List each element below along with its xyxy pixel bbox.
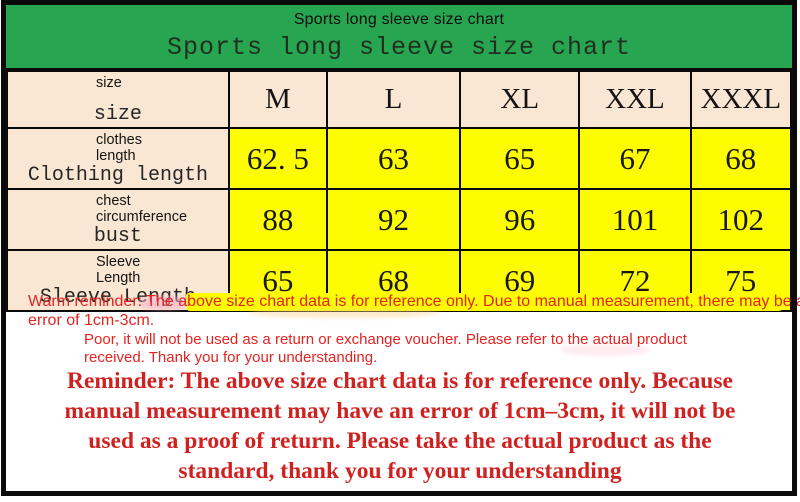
table-row-bust: chest circumference bust 88 92 96 101 10…: [6, 188, 793, 251]
voucher-note-line1: Poor, it will not be used as a return or…: [84, 331, 687, 348]
value-cell: 92: [325, 188, 462, 251]
size-label-large: size: [93, 103, 142, 126]
bold-reminder: Reminder: The above size chart data is f…: [0, 366, 800, 486]
size-col-m: M: [227, 70, 328, 129]
row-header-sleeve-length: Sleeve Length Sleeve Length: [6, 249, 230, 312]
sleeve-label-small: Sleeve Length: [9, 254, 227, 286]
bust-label-large: bust: [93, 225, 142, 248]
bust-label-small: chest circumference: [9, 193, 227, 225]
clothing-length-label-large: Clothing length: [27, 164, 208, 187]
warm-reminder-line2: error of 1cm-3cm.: [28, 312, 155, 329]
voucher-note-line2: received. Thank you for your understandi…: [84, 349, 378, 366]
row-header-bust: chest circumference bust: [6, 188, 230, 251]
watermark-blob: [250, 308, 440, 318]
bold-reminder-line4: standard, thank you for your understandi…: [178, 458, 622, 484]
size-table: size size M L XL XXL XXXL clothes length: [6, 70, 793, 312]
label-line: chest: [96, 193, 131, 209]
bold-reminder-line1: Reminder: The above size chart data is f…: [67, 368, 733, 394]
value-cell: 96: [459, 188, 581, 251]
size-col-xl: XL: [459, 70, 581, 129]
value-cell: 102: [689, 188, 793, 251]
size-col-xxxl: XXXL: [689, 70, 793, 129]
bold-reminder-line3: used as a proof of return. Please take t…: [88, 428, 712, 454]
value-cell: 88: [227, 188, 328, 251]
label-line: Length: [96, 270, 141, 286]
banner-subtitle: Sports long sleeve size chart: [293, 11, 505, 28]
size-label-small: size: [96, 75, 122, 91]
value-cell: 68: [689, 127, 793, 190]
value-cell: 101: [578, 188, 692, 251]
size-col-xxl: XXL: [578, 70, 692, 129]
label-line: circumference: [96, 209, 188, 225]
banner: Sports long sleeve size chart Sports lon…: [6, 5, 792, 70]
warm-reminder-line1: Warm reminder: The above size chart data…: [28, 293, 800, 310]
label-line: Sleeve: [96, 254, 141, 270]
size-col-l: L: [325, 70, 462, 129]
row-header-clothing-length: clothes length Clothing length: [6, 127, 230, 190]
table-row-sizes: size size M L XL XXL XXXL: [6, 70, 793, 129]
bold-reminder-line2: manual measurement may have an error of …: [64, 398, 736, 424]
value-cell: 63: [325, 127, 462, 190]
value-cell: 67: [578, 127, 692, 190]
value-cell: 62. 5: [227, 127, 328, 190]
label-line: clothes: [96, 132, 142, 148]
clothing-length-label-small: clothes length: [9, 132, 227, 164]
value-cell: 65: [459, 127, 581, 190]
page-title: Sports long sleeve size chart: [166, 33, 632, 62]
watermark-blob: [138, 296, 190, 310]
label-line: length: [96, 148, 136, 164]
watermark-blob: [560, 344, 650, 356]
highlighter-watermark: [186, 293, 786, 311]
table-row-clothing-length: clothes length Clothing length 62. 5 63 …: [6, 127, 793, 190]
row-header-size: size size: [6, 70, 230, 129]
